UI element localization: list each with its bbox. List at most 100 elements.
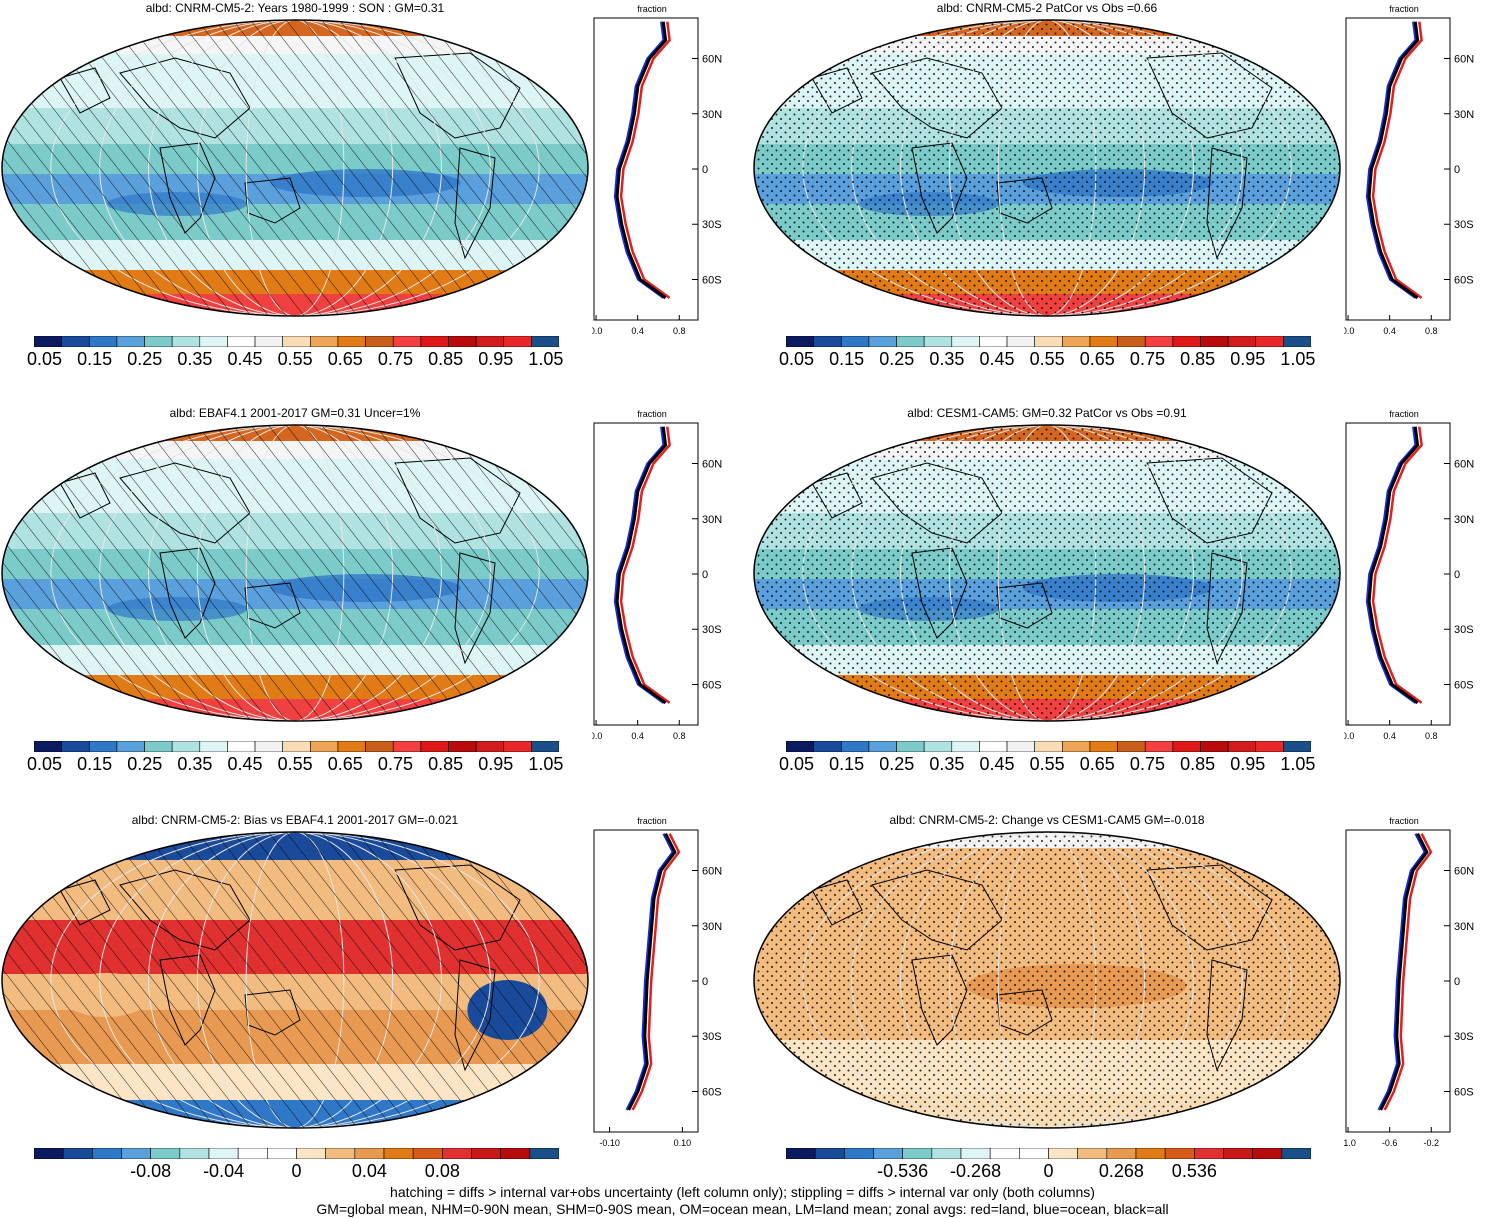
- colorbar-swatch: [420, 336, 449, 347]
- colorbar-tick-label: 0.25: [879, 754, 915, 774]
- colorbar-swatch: [365, 336, 394, 347]
- colorbar-tick-label: 0.04: [351, 1161, 387, 1181]
- hatching-overlay: [2, 20, 588, 316]
- zonal-ytick-label: 30S: [702, 1031, 722, 1043]
- colorbar-swatch: [814, 1148, 845, 1159]
- colorbar-swatch: [208, 1148, 239, 1159]
- colorbar-swatch: [1227, 336, 1257, 347]
- zonal-ytick-label: 60N: [702, 866, 722, 878]
- map-border: [753, 19, 1341, 317]
- colorbar: [34, 741, 559, 752]
- zonal-ytick-label: 30S: [702, 624, 722, 636]
- zonal-axis-label: fraction: [637, 816, 667, 826]
- zonal-ytick-label: 30S: [1454, 219, 1474, 231]
- colorbar-tick-label: 1.05: [528, 349, 564, 369]
- hatching-overlay: [2, 832, 588, 1128]
- zonal-ytick-label: 30N: [1454, 921, 1474, 933]
- colorbar-swatch: [88, 741, 118, 752]
- colorbar-swatch: [1106, 1148, 1137, 1159]
- colorbar-labels: 0.05 0.15 0.25 0.35 0.45 0.55 0.65 0.75 0.85 0.95…: [27, 754, 563, 776]
- zonal-xtick-label: -0.2: [1424, 1138, 1440, 1148]
- map-title: albd: EBAF4.1 2001-2017 GM=0.31 Uncer=1%: [169, 406, 421, 420]
- zonal-ytick-label: 0: [702, 164, 708, 176]
- colorbar-swatch: [840, 741, 870, 752]
- colorbar-tick-label: 0.45: [979, 349, 1015, 369]
- colorbar-tick-label: 0.45: [979, 754, 1015, 774]
- colorbar-swatch: [1077, 1148, 1108, 1159]
- colorbar-swatch: [448, 336, 477, 347]
- colorbar-swatch: [503, 741, 532, 752]
- colorbar-swatch: [1117, 741, 1146, 752]
- zonal-xtick-label: 0.8: [673, 731, 686, 741]
- footnote-line-1: hatching = diffs > internal var+obs unce…: [390, 1184, 1095, 1200]
- map-plot: [753, 424, 1341, 722]
- colorbar-tick-label: 0.15: [77, 754, 113, 774]
- zonal-mean-plot: fraction 60N 30N 0 30S 60S 0.0 0.4 0.8: [1344, 409, 1474, 741]
- colorbar-swatch: [1172, 336, 1201, 347]
- zonal-land-curve: [1371, 426, 1423, 704]
- zonal-ytick-label: 30N: [702, 514, 722, 526]
- colorbar-swatch: [1006, 741, 1035, 752]
- zonal-ytick-label: 30N: [702, 109, 722, 121]
- colorbar-swatch: [1048, 1148, 1078, 1159]
- colorbar-swatch: [503, 336, 532, 347]
- colorbar-swatch: [902, 1148, 933, 1159]
- colorbar-tick-label: 0: [1043, 1161, 1054, 1181]
- colorbar-swatch: [296, 1148, 326, 1159]
- zonal-ocean-curve: [1365, 21, 1417, 299]
- colorbar-swatch: [383, 1148, 414, 1159]
- zonal-xtick-label: 0.8: [1425, 731, 1438, 741]
- colorbar-swatch: [475, 741, 505, 752]
- colorbar-swatch: [116, 336, 145, 347]
- colorbar-swatch: [227, 741, 256, 752]
- colorbar-swatch: [325, 1148, 356, 1159]
- colorbar-swatch: [471, 1148, 501, 1159]
- zonal-mean-plot: fraction 60N 30N 0 30S 60S 0.0 0.4 0.8: [592, 409, 722, 741]
- panel-p1: albd: CNRM-CM5-2: Years 1980-1999 : SON …: [0, 0, 733, 390]
- colorbar-swatch: [267, 1148, 297, 1159]
- colorbar-tick-label: 1.05: [1280, 754, 1316, 774]
- colorbar-swatch: [392, 336, 422, 347]
- zonal-axis-label: fraction: [637, 4, 667, 14]
- zonal-ytick-label: 60N: [1454, 54, 1474, 66]
- colorbar-tick-label: 0.05: [778, 754, 815, 774]
- colorbar-swatch: [310, 336, 339, 347]
- colorbar-swatch: [282, 336, 311, 347]
- colorbar-swatch: [310, 741, 339, 752]
- zonal-ocean-curve: [1365, 426, 1417, 704]
- colorbar-swatch: [92, 1148, 122, 1159]
- zonal-all-curve: [627, 833, 677, 1111]
- colorbar-tick-label: 0.75: [1129, 349, 1165, 369]
- colorbar-swatch: [1227, 741, 1257, 752]
- zonal-xtick-label: -0.10: [599, 1138, 620, 1148]
- colorbar: [34, 336, 559, 347]
- map-border: [753, 831, 1341, 1129]
- zonal-axis-label: fraction: [1389, 409, 1419, 419]
- zonal-ocean-curve: [1377, 833, 1427, 1111]
- colorbar-swatch: [420, 741, 449, 752]
- zonal-ytick-label: 60S: [1454, 679, 1474, 691]
- colorbar-swatch: [896, 336, 925, 347]
- colorbar-tick-label: 0.95: [1230, 754, 1266, 774]
- zonal-mean-plot: fraction 60N 30N 0 30S 60S 0.0 0.4 0.8: [1344, 4, 1474, 336]
- map-border: [753, 424, 1341, 722]
- zonal-ytick-label: 60S: [702, 679, 722, 691]
- colorbar-tick-label: 0.75: [1129, 754, 1165, 774]
- colorbar-swatch: [786, 741, 814, 752]
- zonal-mean-plot: fraction 60N 30N 0 30S 60S 0.0 0.4 0.8: [592, 4, 722, 336]
- zonal-mean-plot: fraction 60N 30N 0 30S 60S -1.0 -0.6 -0.2: [1344, 816, 1474, 1148]
- colorbar-tick-label: 0.536: [1171, 1161, 1217, 1181]
- colorbar-tick-label: 0.15: [77, 349, 113, 369]
- zonal-ytick-label: 30N: [702, 921, 722, 933]
- colorbar-swatch: [1252, 1148, 1283, 1159]
- colorbar-swatch: [150, 1148, 181, 1159]
- colorbar-swatch: [88, 336, 118, 347]
- zonal-frame: [593, 17, 699, 321]
- zonal-ytick-label: 60N: [702, 459, 722, 471]
- panel-p6: albd: CNRM-CM5-2: Change vs CESM1-CAM5 G…: [752, 812, 1485, 1202]
- colorbar-swatch: [392, 741, 422, 752]
- colorbar-tick-label: 1.05: [1280, 349, 1316, 369]
- zonal-ytick-label: 60N: [1454, 459, 1474, 471]
- colorbar-swatch: [354, 1148, 385, 1159]
- colorbar-tick-label: 0.35: [177, 349, 213, 369]
